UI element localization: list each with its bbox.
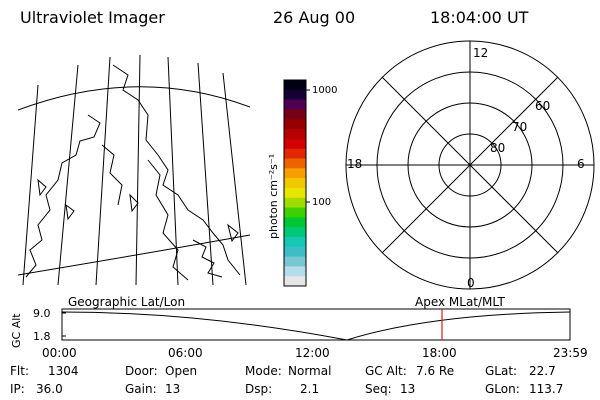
coastline: [101, 144, 123, 206]
mlat-label-80: 80: [490, 141, 505, 155]
colorbar-band: [284, 187, 306, 199]
longitude-line: [57, 64, 79, 285]
gc-alt-value: 7.6 Re: [416, 364, 455, 378]
longitude-line: [135, 54, 141, 285]
colorbar-band: [284, 148, 306, 159]
gain-label: Gain:: [125, 382, 157, 396]
time-tick-0600: 06:00: [168, 346, 203, 360]
longitude-line: [22, 84, 39, 285]
time-tick-2359: 23:59: [553, 346, 588, 360]
coastline: [25, 114, 101, 278]
colorbar-band: [284, 99, 306, 110]
flight-label: Flt:: [10, 364, 29, 378]
colorbar-band: [284, 109, 306, 120]
altitude-strip: GC Alt 9.0 1.8: [10, 307, 571, 348]
mlt-diagonal: [381, 76, 559, 254]
glon-value: 113.7: [529, 382, 564, 396]
longitude-line: [222, 72, 247, 285]
dsp-label: Dsp:: [245, 382, 273, 396]
altitude-tick-9: 9.0: [33, 307, 51, 320]
altitude-plot-frame: [61, 308, 571, 341]
colorbar-band: [284, 236, 306, 248]
ip-value: 36.0: [36, 382, 63, 396]
mlt-label-0: 0: [467, 276, 475, 290]
door-label: Door:: [125, 364, 158, 378]
coastline: [192, 239, 223, 278]
time-tick-1800: 18:00: [422, 346, 457, 360]
colorbar-band: [284, 129, 306, 140]
ip-label: IP:: [10, 382, 25, 396]
geo-map-label: Geographic Lat/Lon: [68, 295, 186, 309]
geographic-map: [18, 54, 250, 285]
longitude-line: [197, 62, 214, 285]
coastline: [147, 159, 189, 281]
latitude-line: [18, 86, 250, 111]
colorbar-band: [284, 138, 306, 150]
colorbar-band: [284, 178, 306, 189]
polar-plot: 12 18 6 0 60 70 80: [345, 40, 595, 290]
glat-value: 22.7: [529, 364, 556, 378]
colorbar-band: [284, 197, 306, 209]
mlat-label-60: 60: [535, 99, 550, 113]
mlt-label-6: 6: [577, 157, 585, 171]
door-value: Open: [165, 364, 198, 378]
time-label: 18:04:00 UT: [430, 8, 529, 27]
altitude-axis-label: GC Alt: [10, 313, 23, 348]
colorbar-band: [284, 276, 306, 287]
mlt-label-12: 12: [473, 46, 488, 60]
colorbar-band: [284, 168, 306, 179]
time-tick-1200: 12:00: [295, 346, 330, 360]
altitude-tick-1.8: 1.8: [33, 330, 51, 343]
colorbar-band: [284, 256, 306, 267]
coastline: [227, 223, 239, 243]
coastline: [65, 203, 75, 221]
coastline: [112, 64, 241, 276]
colorbar-band: [284, 119, 306, 130]
coastline: [129, 193, 139, 213]
longitude-line: [167, 56, 179, 285]
instrument-title: Ultraviolet Imager: [20, 8, 165, 27]
flight-value: 1304: [48, 364, 79, 378]
polar-plot-label: Apex MLat/MLT: [415, 295, 505, 309]
mlt-label-18: 18: [347, 157, 362, 171]
colorbar-tick-1000: 1000: [312, 85, 337, 96]
glon-label: GLon:: [485, 382, 520, 396]
colorbar-band: [284, 266, 306, 277]
colorbar-band: [284, 80, 306, 91]
mlat-label-70: 70: [512, 120, 527, 134]
gc-alt-label: GC Alt:: [365, 364, 407, 378]
mode-label: Mode:: [245, 364, 282, 378]
altitude-curve: [61, 311, 571, 341]
gain-value: 13: [165, 382, 181, 396]
mode-value: Normal: [288, 364, 332, 378]
coastline: [37, 178, 47, 197]
colorbar-band: [284, 207, 306, 218]
time-tick-0000: 00:00: [42, 346, 77, 360]
colorbar-unit-label: photon cm⁻²s⁻¹: [267, 154, 280, 239]
color-scale: 1000 100 photon cm⁻²s⁻¹: [267, 79, 337, 287]
colorbar-band: [284, 158, 306, 169]
colorbar-band: [284, 89, 306, 101]
latitude-line: [18, 234, 250, 276]
colorbar-band: [284, 227, 306, 238]
dsp-value: 2.1: [300, 382, 320, 396]
date-label: 26 Aug 00: [273, 8, 356, 27]
longitude-line: [95, 56, 111, 285]
seq-label: Seq:: [365, 382, 392, 396]
glat-label: GLat:: [485, 364, 518, 378]
colorbar-tick-100: 100: [312, 197, 331, 208]
colorbar-band: [284, 246, 306, 258]
colorbar-band: [284, 217, 306, 228]
seq-value: 13: [400, 382, 416, 396]
